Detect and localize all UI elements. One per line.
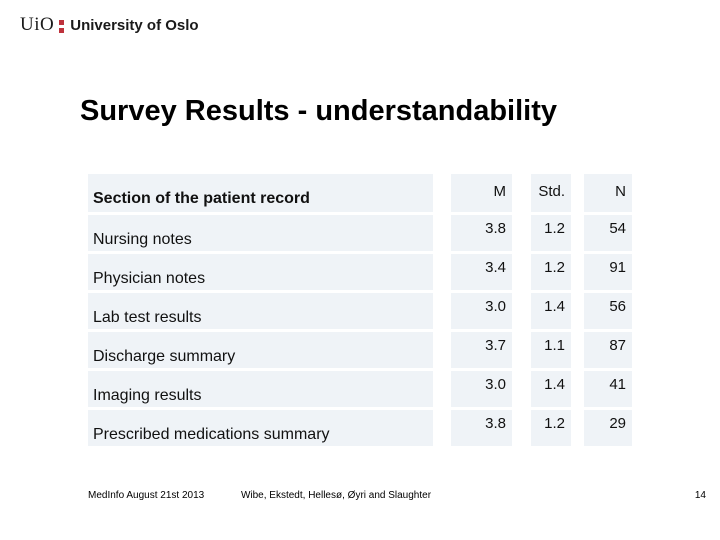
cell-n: 56: [584, 293, 632, 329]
cell-std: 1.4: [531, 371, 571, 407]
cell-m: 3.4: [451, 254, 512, 290]
header-col-std: Std.: [531, 174, 571, 212]
row-label: Imaging results: [88, 371, 433, 407]
slide-title: Survey Results - understandability: [80, 95, 558, 127]
uio-wordmark: UiO: [20, 14, 55, 35]
cell-std: 1.1: [531, 332, 571, 368]
colon-dot-bottom: [59, 27, 65, 33]
cell-n: 87: [584, 332, 632, 368]
table-row: Imaging results 3.0 1.4 41: [88, 371, 632, 407]
cell-m: 3.8: [451, 215, 512, 251]
cell-std: 1.2: [531, 254, 571, 290]
cell-m: 3.8: [451, 410, 512, 446]
colon-dot-top: [59, 19, 65, 25]
uio-logo: UiO University of Oslo: [20, 14, 199, 36]
cell-m: 3.0: [451, 293, 512, 329]
row-label: Nursing notes: [88, 215, 433, 251]
table-row: Nursing notes 3.8 1.2 54: [88, 215, 632, 251]
header-col-m: M: [451, 174, 512, 212]
footer-date: MedInfo August 21st 2013: [88, 490, 205, 501]
cell-n: 41: [584, 371, 632, 407]
uio-colon-icon: [59, 19, 65, 33]
cell-std: 1.2: [531, 410, 571, 446]
row-label: Discharge summary: [88, 332, 433, 368]
cell-n: 54: [584, 215, 632, 251]
university-name: University of Oslo: [70, 16, 199, 34]
cell-m: 3.0: [451, 371, 512, 407]
table-row: Discharge summary 3.7 1.1 87: [88, 332, 632, 368]
table-row: Lab test results 3.0 1.4 56: [88, 293, 632, 329]
row-label: Physician notes: [88, 254, 433, 290]
results-table: Section of the patient record M Std. N N…: [88, 174, 632, 446]
header-col-n: N: [584, 174, 632, 212]
footer-authors: Wibe, Ekstedt, Hellesø, Øyri and Slaught…: [240, 490, 432, 501]
cell-n: 29: [584, 410, 632, 446]
table-header-row: Section of the patient record M Std. N: [88, 174, 632, 212]
cell-std: 1.4: [531, 293, 571, 329]
page-number: 14: [694, 490, 706, 501]
cell-m: 3.7: [451, 332, 512, 368]
row-label: Lab test results: [88, 293, 433, 329]
cell-n: 91: [584, 254, 632, 290]
row-label: Prescribed medications summary: [88, 410, 433, 446]
table-row: Prescribed medications summary 3.8 1.2 2…: [88, 410, 632, 446]
table-row: Physician notes 3.4 1.2 91: [88, 254, 632, 290]
cell-std: 1.2: [531, 215, 571, 251]
header-section-label: Section of the patient record: [88, 174, 433, 212]
